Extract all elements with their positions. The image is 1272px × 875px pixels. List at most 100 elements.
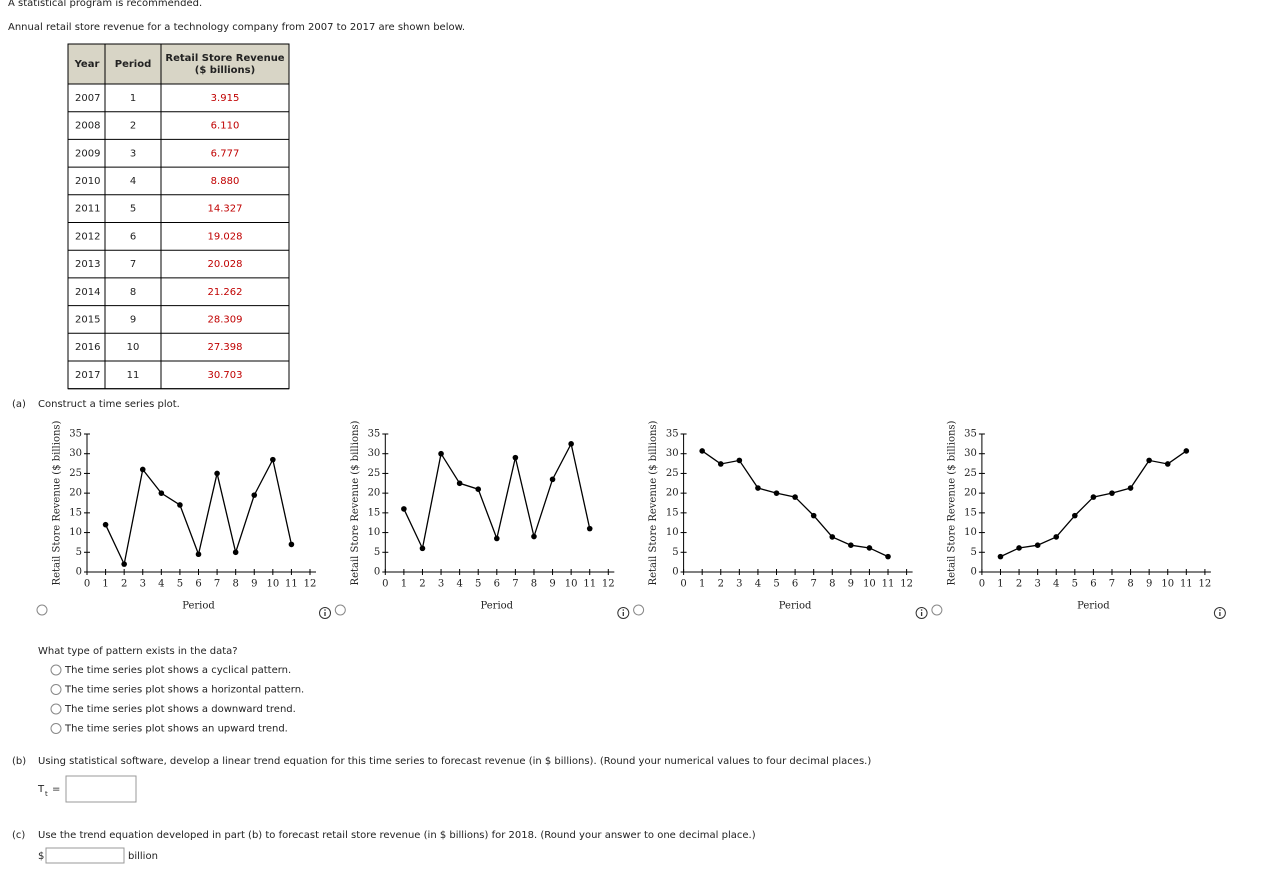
radio-button[interactable] <box>334 604 346 616</box>
revenue-cell: 21.262 <box>208 287 243 298</box>
x-tick-label: 6 <box>195 579 201 590</box>
x-tick-label: 1 <box>102 579 108 590</box>
info-icon-glyph <box>1219 609 1221 611</box>
period-cell: 4 <box>130 176 136 187</box>
equals: = <box>52 784 60 795</box>
data-point <box>1034 542 1041 548</box>
data-point <box>1164 461 1171 467</box>
part-prompt: Construct a time series plot. <box>38 399 180 410</box>
data-point <box>456 480 463 487</box>
table-border <box>67 43 290 390</box>
period-cell: 2 <box>130 121 136 132</box>
revenue-cell: 3.915 <box>211 93 240 104</box>
radio-button[interactable] <box>50 664 62 676</box>
radio-button[interactable] <box>50 723 62 734</box>
x-tick-label: 5 <box>475 579 481 590</box>
x-tick-label: 7 <box>214 579 220 590</box>
variable: T <box>37 784 45 795</box>
x-axis-label: Period <box>480 601 513 612</box>
data-point <box>1146 457 1152 464</box>
radio-button[interactable] <box>931 604 943 616</box>
data-point <box>121 561 127 567</box>
period-cell: 6 <box>130 231 136 242</box>
year-cell: 2012 <box>75 231 100 242</box>
currency: $ <box>38 851 44 862</box>
option-label: The time series plot shows a downward tr… <box>64 704 296 715</box>
x-axis-label: Period <box>182 601 215 612</box>
column-header: ($ billions) <box>195 65 255 76</box>
data-point <box>997 553 1004 560</box>
y-tick-label: 10 <box>666 527 679 538</box>
data-point <box>549 476 556 483</box>
radio-button[interactable] <box>633 604 645 616</box>
revenue-cell: 27.398 <box>208 342 243 353</box>
x-tick-label: 11 <box>1180 579 1193 590</box>
period-cell: 1 <box>130 93 136 104</box>
year-cell: 2008 <box>75 121 100 132</box>
data-point <box>158 490 165 496</box>
data-point <box>568 441 574 447</box>
x-axis-label: Period <box>779 601 812 612</box>
x-tick-label: 8 <box>1127 579 1133 590</box>
x-tick-label: 2 <box>1016 579 1022 590</box>
data-point <box>1183 448 1190 454</box>
y-tick-label: 5 <box>374 547 380 558</box>
part-label: (a) <box>12 399 26 410</box>
radio-button[interactable] <box>50 684 62 695</box>
y-tick-label: 25 <box>666 468 679 479</box>
year-cell: 2016 <box>75 342 100 353</box>
x-tick-label: 5 <box>177 579 183 590</box>
radio-button[interactable] <box>36 604 48 616</box>
part-label: (b) <box>12 756 26 767</box>
subscript: t <box>45 790 48 798</box>
part-label: (c) <box>12 830 25 841</box>
x-tick-label: 0 <box>979 579 985 590</box>
x-tick-label: 10 <box>565 579 578 590</box>
option-label: The time series plot shows an upward tre… <box>64 724 288 735</box>
x-tick-label: 1 <box>401 579 407 590</box>
year-cell: 2011 <box>75 204 100 215</box>
data-point <box>531 533 537 540</box>
y-tick-label: 15 <box>666 507 679 518</box>
x-tick-label: 5 <box>1072 579 1078 590</box>
year-cell: 2009 <box>75 148 100 159</box>
period-cell: 8 <box>130 287 136 298</box>
y-tick-label: 10 <box>964 527 977 538</box>
x-tick-label: 4 <box>755 579 761 590</box>
y-tick-label: 20 <box>964 488 977 499</box>
y-tick-label: 25 <box>69 468 82 479</box>
year-cell: 2014 <box>75 287 100 298</box>
table-header-bg <box>68 44 289 84</box>
x-axis-label: Period <box>1077 601 1110 612</box>
data-point <box>736 457 743 464</box>
data-point <box>792 494 798 500</box>
x-tick-label: 2 <box>121 579 127 590</box>
data-point <box>699 448 705 454</box>
x-tick-label: 12 <box>304 579 317 590</box>
data-point <box>438 450 444 457</box>
y-axis-label: Retail Store Revenue ($ billions) <box>350 420 361 585</box>
data-point <box>475 486 482 493</box>
y-tick-label: 30 <box>69 448 82 459</box>
radio-button[interactable] <box>50 703 62 715</box>
y-tick-label: 20 <box>69 488 82 499</box>
y-tick-label: 20 <box>368 488 381 499</box>
x-tick-label: 10 <box>863 579 876 590</box>
answer-input[interactable] <box>65 775 137 803</box>
answer-input[interactable] <box>45 847 125 864</box>
x-tick-label: 1 <box>997 579 1003 590</box>
period-cell: 10 <box>127 342 140 353</box>
y-tick-label: 20 <box>666 488 679 499</box>
column-header: Year <box>74 59 100 70</box>
data-point <box>102 521 109 528</box>
data-point <box>866 545 873 551</box>
x-tick-label: 10 <box>266 579 279 590</box>
x-tick-label: 8 <box>232 579 238 590</box>
y-tick-label: 30 <box>368 448 381 459</box>
revenue-cell: 28.309 <box>208 314 243 325</box>
x-tick-label: 4 <box>1053 579 1059 590</box>
year-cell: 2017 <box>75 370 100 381</box>
y-tick-label: 35 <box>964 429 977 440</box>
x-tick-label: 7 <box>1109 579 1115 590</box>
info-icon-glyph <box>324 609 326 611</box>
